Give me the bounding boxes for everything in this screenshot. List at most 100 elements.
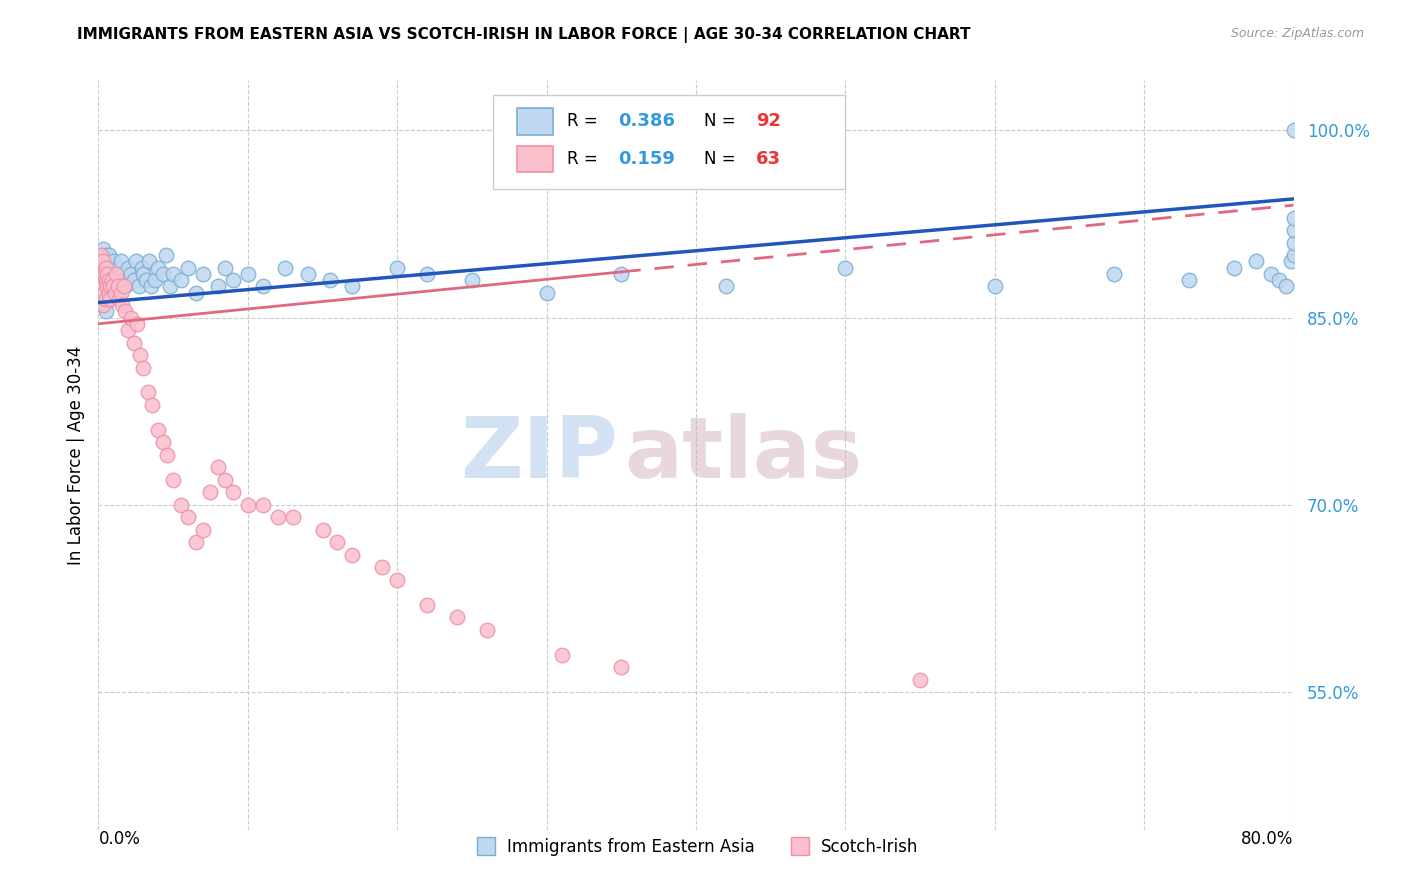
Point — [1282, 123, 1305, 137]
Point — [127, 317, 149, 331]
Point — [191, 267, 214, 281]
Point — [108, 292, 131, 306]
Point — [90, 248, 112, 262]
Point — [610, 660, 633, 674]
Legend: Immigrants from Eastern Asia, Scotch-Irish: Immigrants from Eastern Asia, Scotch-Iri… — [467, 831, 925, 863]
Point — [93, 267, 115, 281]
Point — [342, 548, 364, 562]
Point — [96, 279, 118, 293]
Point — [207, 460, 229, 475]
Point — [177, 260, 200, 275]
Point — [135, 273, 157, 287]
Point — [252, 279, 274, 293]
Point — [90, 285, 112, 300]
Point — [105, 279, 128, 293]
Point — [159, 279, 181, 293]
Point — [91, 298, 114, 312]
Point — [446, 610, 468, 624]
Point — [108, 273, 131, 287]
Point — [148, 260, 170, 275]
Point — [475, 623, 498, 637]
Point — [908, 673, 931, 687]
Point — [105, 267, 128, 281]
Point — [222, 273, 245, 287]
Point — [91, 254, 114, 268]
Point — [236, 498, 259, 512]
Point — [169, 498, 191, 512]
Point — [96, 254, 118, 268]
Point — [89, 279, 111, 293]
Point — [90, 273, 112, 287]
Point — [156, 448, 179, 462]
Point — [98, 279, 122, 293]
Point — [91, 267, 114, 281]
Point — [107, 279, 129, 293]
Point — [162, 473, 184, 487]
Point — [107, 260, 129, 275]
Point — [103, 254, 125, 268]
Point — [128, 279, 150, 293]
Point — [834, 260, 856, 275]
Text: R =: R = — [567, 112, 603, 130]
Point — [236, 267, 259, 281]
Text: N =: N = — [704, 112, 741, 130]
Point — [94, 260, 117, 275]
Point — [89, 279, 111, 293]
Text: R =: R = — [567, 150, 603, 168]
Point — [1244, 254, 1267, 268]
Y-axis label: In Labor Force | Age 30-34: In Labor Force | Age 30-34 — [66, 345, 84, 565]
Point — [97, 285, 120, 300]
Text: atlas: atlas — [624, 413, 862, 497]
Point — [214, 473, 236, 487]
Point — [91, 242, 114, 256]
Point — [124, 273, 146, 287]
Point — [155, 248, 177, 262]
Point — [91, 285, 114, 300]
Point — [141, 398, 163, 412]
Point — [101, 260, 124, 275]
Point — [1275, 279, 1298, 293]
Point — [98, 292, 122, 306]
Point — [101, 273, 124, 287]
Point — [191, 523, 214, 537]
Bar — [517, 108, 553, 135]
Point — [1267, 273, 1289, 287]
Point — [214, 260, 236, 275]
Point — [98, 267, 122, 281]
Point — [96, 267, 118, 281]
Point — [104, 273, 127, 287]
Point — [98, 292, 122, 306]
Point — [461, 273, 484, 287]
Point — [124, 335, 146, 350]
Point — [93, 254, 115, 268]
Point — [131, 260, 153, 275]
Point — [311, 523, 333, 537]
Point — [252, 498, 274, 512]
Point — [169, 273, 191, 287]
Point — [110, 285, 132, 300]
Point — [94, 248, 117, 262]
Point — [104, 285, 127, 300]
Point — [129, 348, 152, 362]
Point — [94, 292, 117, 306]
Point — [139, 279, 162, 293]
Point — [93, 292, 115, 306]
Text: 0.159: 0.159 — [619, 150, 675, 168]
Point — [125, 254, 148, 268]
Point — [1282, 211, 1305, 225]
Text: 92: 92 — [756, 112, 780, 130]
Point — [984, 279, 1007, 293]
Point — [132, 267, 155, 281]
Point — [112, 279, 135, 293]
Point — [200, 485, 222, 500]
Point — [610, 267, 633, 281]
Point — [207, 279, 229, 293]
Point — [94, 304, 117, 318]
Point — [714, 279, 737, 293]
Text: N =: N = — [704, 150, 741, 168]
Point — [97, 248, 120, 262]
FancyBboxPatch shape — [494, 95, 845, 189]
Point — [297, 267, 319, 281]
Point — [1104, 267, 1126, 281]
Point — [89, 254, 111, 268]
